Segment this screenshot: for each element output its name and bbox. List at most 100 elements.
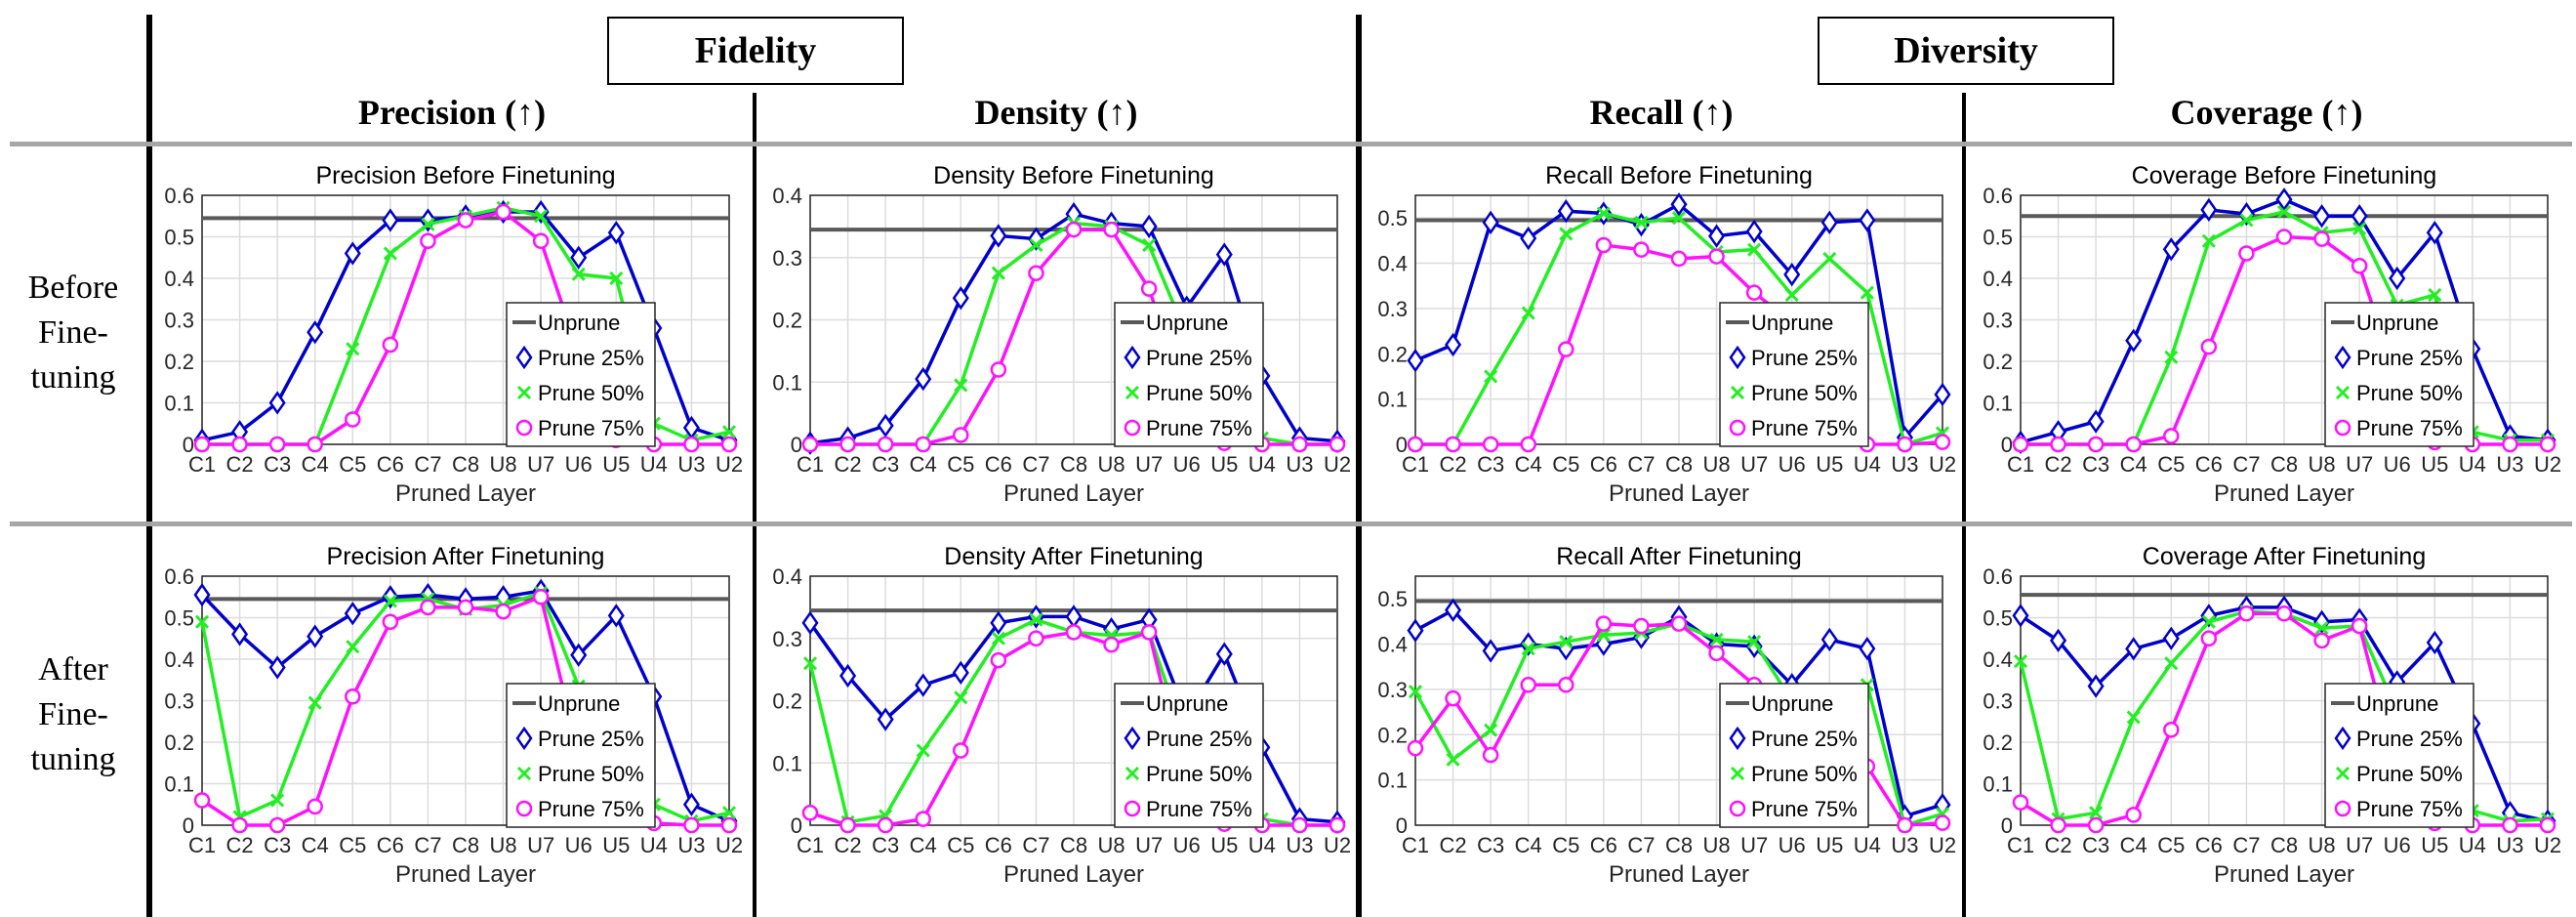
- chart-2-legend-swatch-2: [1124, 385, 1140, 400]
- chart-7-series-2-point-C4: [1521, 642, 1535, 656]
- chart-2-xtick-label-U7: U7: [1135, 452, 1163, 477]
- chart-1-ytick-label-0: 0: [183, 433, 194, 457]
- chart-4-xtick-label-C1: C1: [2007, 452, 2034, 477]
- chart-8-legend-label-2: Prune 50%: [2356, 762, 2463, 786]
- chart-2-series-3-point-U3: [1291, 436, 1308, 453]
- chart-6-series-3-point-U8: [1103, 636, 1120, 653]
- chart-2-xtick-label-C6: C6: [985, 452, 1012, 477]
- chart-2-series-1-point-C3: [877, 413, 894, 438]
- chart-3-xtick-label-U6: U6: [1779, 452, 1806, 477]
- chart-8-series-3-point-C7: [2238, 605, 2255, 622]
- chart-2-series-3-point-U8: [1103, 221, 1120, 238]
- chart-5: Precision After Finetuning 0 0.1 0.2 0.3 0.4 0…: [164, 543, 743, 888]
- chart-5-series-3-point-U8: [495, 603, 511, 620]
- chart-1-xtick-label-U5: U5: [602, 452, 630, 477]
- chart-4-series-1-point-C5: [2162, 237, 2180, 262]
- chart-8-series-3-point-C5: [2163, 722, 2180, 738]
- chart-1-legend-label-1: Prune 25%: [538, 346, 644, 370]
- chart-2-series-1-point-U7: [1140, 214, 1158, 239]
- chart-8-series-3-point-U7: [2351, 617, 2368, 635]
- chart-6-xtick-label-C6: C6: [985, 833, 1012, 857]
- chart-3-series-3-point-C7: [1633, 241, 1650, 258]
- chart-5-series-2-point-C6: [383, 594, 397, 608]
- chart-5-series-3-point-C5: [345, 688, 361, 705]
- chart-8-series-1-point-C4: [2125, 637, 2143, 661]
- chart-1-xtick-label-C8: C8: [452, 452, 479, 477]
- chart-6-xtick-label-C3: C3: [872, 833, 899, 857]
- chart-5-xtick-label-C8: C8: [452, 833, 479, 857]
- chart-6-xtick-label-U5: U5: [1210, 833, 1238, 857]
- chart-5-ytick-label-3: 0.3: [164, 689, 194, 714]
- chart-7-xtick-label-U8: U8: [1703, 833, 1731, 857]
- chart-2-ytick-label-3: 0.3: [772, 246, 802, 271]
- chart-5-xtick-label-C4: C4: [302, 833, 329, 857]
- chart-3-series-2-point-U6: [1784, 287, 1799, 303]
- chart-4-series-1-point-C6: [2200, 197, 2218, 223]
- chart-5-series-3-point-C8: [457, 599, 474, 616]
- chart-1-series-3-point-U8: [495, 203, 511, 221]
- chart-2-series-3-point-C1: [801, 436, 819, 453]
- chart-6-xtick-label-U4: U4: [1248, 833, 1276, 857]
- chart-3-series-2-point-C7: [1634, 215, 1649, 229]
- chart-3-xtick-label-C7: C7: [1627, 452, 1655, 477]
- chart-1-series-2-point-U5: [609, 271, 624, 286]
- chart-2-series-3-point-C8: [1065, 221, 1083, 238]
- chart-5-xlabel: Pruned Layer: [395, 861, 536, 888]
- chart-5-series-2-point-C4: [307, 695, 322, 710]
- chart-8-xtick-label-U7: U7: [2346, 833, 2373, 857]
- chart-6-series-1-point-C1: [801, 610, 819, 635]
- chart-6-series-3-point-C4: [915, 811, 931, 827]
- chart-4-series-2-point-C6: [2201, 233, 2216, 248]
- chart-5-xtick-label-U7: U7: [527, 833, 554, 857]
- chart-8-series-3-point-C4: [2125, 807, 2142, 823]
- chart-8-legend-label-0: Unprune: [2356, 691, 2438, 716]
- chart-7-legend-label-3: Prune 75%: [1751, 797, 1858, 821]
- chart-1-frame: [201, 194, 730, 445]
- chart-1-ytick-label-4: 0.4: [164, 267, 194, 291]
- chart-4-xtick-label-U7: U7: [2346, 452, 2373, 477]
- chart-7-series-1-point-C3: [1482, 639, 1499, 663]
- chart-4-series-1-point-C3: [2087, 409, 2105, 434]
- chart-8-series-2-point-C4: [2126, 710, 2141, 725]
- chart-6-series-1-point-C6: [990, 610, 1007, 635]
- chart-6-series-3-point-U3: [1291, 816, 1308, 834]
- chart-6-series-3-point-C8: [1065, 624, 1083, 641]
- chart-2-frame: [809, 194, 1338, 445]
- chart-3-xlabel: Pruned Layer: [1609, 480, 1749, 507]
- chart-5-series-3-point-C6: [382, 613, 399, 630]
- chart-8-series-3-point-U3: [2502, 816, 2518, 834]
- chart-1-ytick-label-6: 0.6: [164, 184, 194, 208]
- chart-2-series-3-point-C6: [990, 361, 1007, 378]
- chart-3-legend-box: [1719, 302, 1869, 447]
- chart-8-series-2-point-U8: [2314, 621, 2329, 636]
- chart-1-series-2-point-C5: [346, 342, 360, 356]
- chart-4-series-2-point-C7: [2239, 213, 2254, 228]
- chart-6-frame: [809, 575, 1338, 826]
- chart-8-ytick-label-6: 0.6: [1983, 564, 2013, 589]
- chart-7-xtick-label-U7: U7: [1740, 833, 1768, 857]
- chart-2-series-3-point-C2: [839, 436, 856, 453]
- chart-8-series-2-point-C5: [2164, 656, 2179, 671]
- chart-6-legend-swatch-1: [1124, 726, 1141, 751]
- chart-7-series-1-point-U5: [1820, 627, 1838, 652]
- chart-6-series-1-point-C2: [839, 663, 857, 688]
- chart-2: Density Before Finetuning 0 0.1 0.2 0.3 0.4 C1…: [772, 162, 1351, 507]
- chart-1-series-2-point-C6: [383, 246, 397, 261]
- row-label-before: Before Fine- tuning: [0, 266, 146, 400]
- chart-2-xtick-label-C7: C7: [1022, 452, 1049, 477]
- chart-1-xtick-label-C2: C2: [226, 452, 254, 477]
- chart-1-series-3-point-U7: [532, 232, 550, 249]
- chart-1-series-3-point-U3: [683, 436, 700, 453]
- row-label-after-line1: After: [38, 651, 108, 688]
- chart-4-legend-label-1: Prune 25%: [2356, 346, 2463, 370]
- chart-6-series-3-point-C2: [839, 816, 856, 834]
- chart-5-series-3-point-C2: [231, 816, 248, 834]
- chart-4-series-3-point-U3: [2502, 436, 2518, 453]
- chart-7-legend-swatch-1: [1729, 726, 1746, 751]
- chart-3-series-3-point-U3: [1897, 436, 1913, 453]
- chart-4-xtick-label-U2: U2: [2534, 452, 2561, 477]
- chart-4-series-3-point-C1: [2012, 436, 2029, 453]
- chart-1-legend-box: [506, 302, 656, 447]
- chart-1-xtick-label-U7: U7: [527, 452, 554, 477]
- chart-1-xtick-label-C3: C3: [264, 452, 291, 477]
